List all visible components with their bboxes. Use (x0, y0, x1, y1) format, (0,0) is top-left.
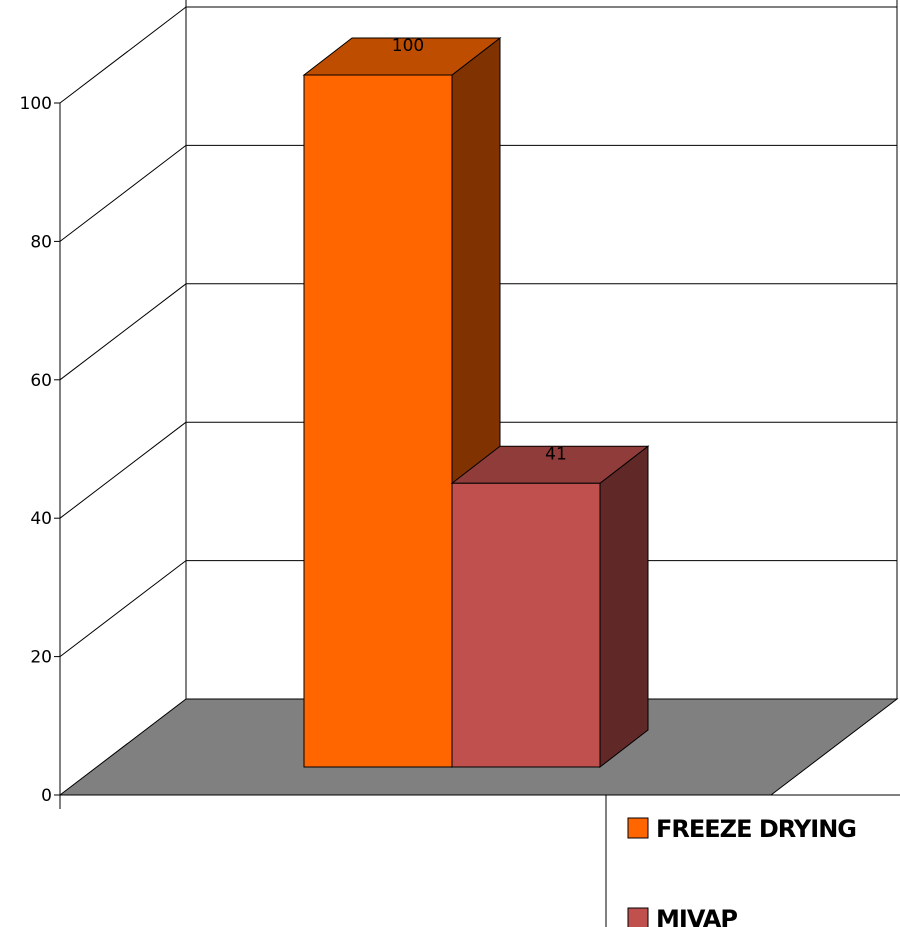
bars (302, 36, 650, 769)
data-label: 100 (392, 36, 424, 56)
side-wall-gridline (59, 560, 187, 657)
y-tick-label: 20 (30, 648, 52, 668)
legend: FREEZE DRYING MIVAP (605, 794, 900, 927)
y-tick-label: 60 (30, 371, 52, 391)
y-tick-label: 100 (20, 94, 52, 114)
side-wall-gridline (59, 6, 187, 104)
y-axis: 0 20 40 60 80 100 (20, 94, 61, 809)
legend-swatch (627, 907, 649, 927)
bar-freeze-drying (303, 74, 453, 768)
y-tick-label: 80 (30, 232, 52, 252)
legend-label: MIVAP (656, 905, 737, 927)
legend-label: FREEZE DRYING (656, 815, 856, 843)
bar-side (599, 445, 649, 769)
legend-swatch (627, 817, 649, 839)
y-tick-label: 0 (41, 786, 52, 806)
chart-walls (185, 0, 898, 699)
side-wall-gridline (59, 283, 187, 381)
side-wall-gridline (59, 421, 187, 519)
bar-mivap (451, 482, 601, 768)
data-label: 41 (545, 444, 567, 464)
side-wall-gridline (59, 145, 187, 242)
y-tick-label: 40 (30, 509, 52, 529)
data-labels: 100 41 (392, 36, 567, 464)
